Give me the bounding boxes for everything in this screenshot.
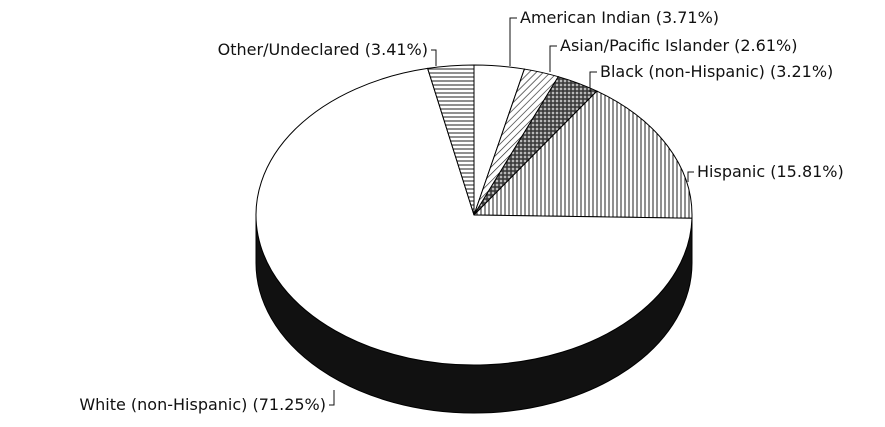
leader-line (509, 17, 517, 66)
slice-value: (3.21%) (770, 62, 833, 81)
slice-label: Black (non-Hispanic) (3.21%) (600, 62, 833, 81)
slice-name: Hispanic (697, 162, 765, 181)
slice-value: (2.61%) (734, 36, 797, 55)
slice-label: Hispanic (15.81%) (697, 162, 844, 181)
slice-label: American Indian (3.71%) (520, 8, 719, 27)
slice-name: Black (non-Hispanic) (600, 62, 765, 81)
slice-label: Asian/Pacific Islander (2.61%) (560, 36, 797, 55)
slice-label: White (non-Hispanic) (71.25%) (79, 395, 326, 414)
pie-slice (426, 64, 475, 216)
pie-slice (255, 67, 693, 366)
slice-name: White (non-Hispanic) (79, 395, 247, 414)
slice-value: (71.25%) (253, 395, 327, 414)
leader-line (549, 45, 557, 72)
leader-line (329, 390, 335, 406)
pie-slice (472, 90, 693, 219)
slice-label: Other/Undeclared (3.41%) (218, 40, 428, 59)
slice-name: Asian/Pacific Islander (560, 36, 729, 55)
slice-value: (3.71%) (656, 8, 719, 27)
leader-line (431, 49, 437, 66)
slice-value: (3.41%) (365, 40, 428, 59)
slice-value: (15.81%) (770, 162, 844, 181)
slice-name: American Indian (520, 8, 651, 27)
slice-name: Other/Undeclared (218, 40, 360, 59)
leader-line (589, 71, 597, 92)
leader-line (687, 171, 694, 182)
